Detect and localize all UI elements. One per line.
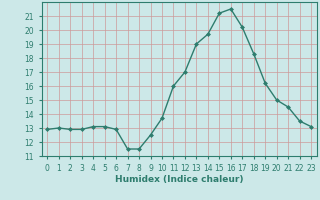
X-axis label: Humidex (Indice chaleur): Humidex (Indice chaleur) [115,175,244,184]
